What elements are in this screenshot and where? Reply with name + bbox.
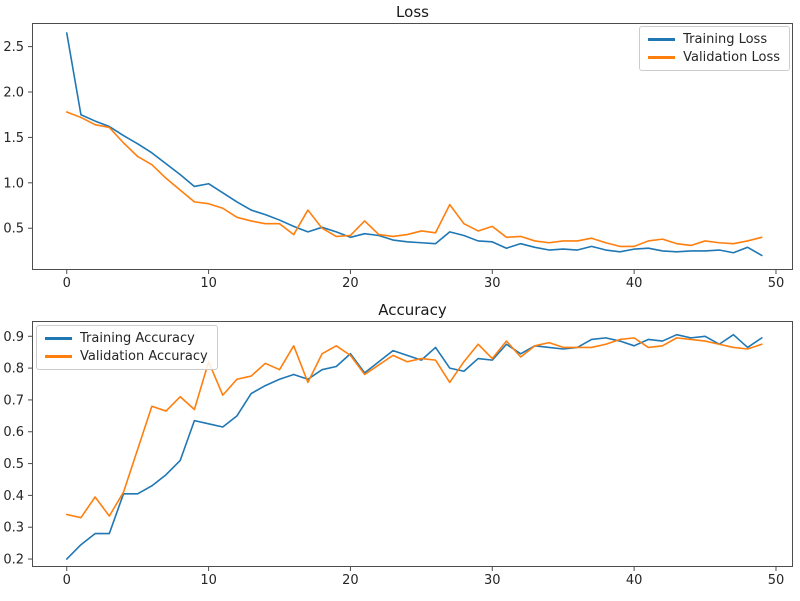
legend-label: Validation Loss [683, 50, 780, 65]
training-accuracy-line [65, 333, 763, 560]
legend-entry-validation-accuracy: Validation Accuracy [45, 349, 208, 364]
loss-chart-title: Loss [396, 3, 429, 21]
y-tick-label: 0.4 [3, 489, 24, 504]
training-loss-line [65, 32, 763, 257]
legend-entry-validation-loss: Validation Loss [648, 50, 780, 65]
x-tick-label: 10 [200, 276, 217, 291]
axes-frame [32, 321, 793, 567]
y-tick-label: 0.6 [3, 425, 24, 440]
y-tick-label: 0.5 [3, 457, 24, 472]
y-tick-label: 0.3 [3, 521, 24, 536]
axes-frame [32, 23, 793, 270]
x-tick-label: 40 [626, 276, 643, 291]
accuracy-legend: Training Accuracy Validation Accuracy [36, 325, 218, 370]
legend-label: Validation Accuracy [80, 349, 208, 364]
accuracy-plot-area: 0 10 20 30 40 50 0.2 0.3 0.4 0.5 0.6 0.7 0.8 0.9 [3, 321, 793, 588]
legend-line-swatch [45, 337, 72, 340]
validation-loss-line [65, 111, 763, 248]
legend-line-swatch [648, 56, 676, 59]
y-tick-label: 1.0 [3, 176, 24, 191]
loss-chart: Loss 0 10 20 30 40 50 0.5 1.0 1.5 2.0 2.5 Training… [3, 3, 793, 291]
y-tick-label: 2.0 [3, 86, 24, 101]
x-tick-label: 50 [768, 276, 785, 291]
legend-entry-training-accuracy: Training Accuracy [45, 331, 208, 346]
x-tick-label: 50 [768, 573, 785, 588]
x-tick-label: 20 [342, 573, 359, 588]
x-tick-label: 20 [342, 276, 359, 291]
loss-plot-area: 0 10 20 30 40 50 0.5 1.0 1.5 2.0 2.5 [3, 23, 793, 291]
y-tick-label: 0.5 [3, 222, 24, 237]
legend-entry-training-loss: Training Loss [648, 32, 780, 47]
accuracy-chart-title: Accuracy [378, 301, 447, 319]
y-tick-label: 0.9 [3, 330, 24, 345]
x-tick-label: 40 [626, 573, 643, 588]
x-tick-label: 30 [484, 276, 501, 291]
y-tick-label: 0.8 [3, 362, 24, 377]
y-tick-label: 1.5 [3, 131, 24, 146]
x-tick-label: 0 [63, 276, 71, 291]
legend-line-swatch [648, 38, 676, 41]
x-tick-label: 0 [63, 573, 71, 588]
loss-legend: Training Loss Validation Loss [639, 26, 790, 71]
y-tick-label: 0.2 [3, 553, 24, 568]
y-tick-label: 2.5 [3, 40, 24, 55]
y-tick-label: 0.7 [3, 393, 24, 408]
legend-label: Training Loss [683, 32, 768, 47]
x-tick-label: 30 [484, 573, 501, 588]
x-tick-label: 10 [200, 573, 217, 588]
legend-line-swatch [45, 355, 72, 358]
legend-label: Training Accuracy [80, 331, 195, 346]
validation-accuracy-line [65, 337, 763, 519]
accuracy-chart: Accuracy 0 10 20 30 40 50 0.2 0.3 0.4 0.5 0.6 0.7 0.… [3, 301, 793, 588]
